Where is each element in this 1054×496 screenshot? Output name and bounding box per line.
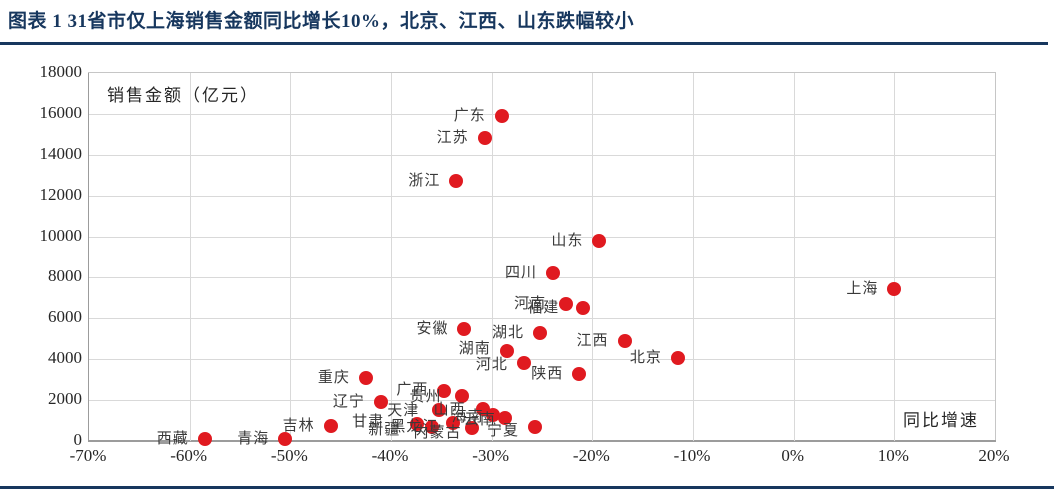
scatter-point-内蒙古 (464, 420, 479, 435)
scatter-point-黑龙江 (446, 416, 461, 430)
y-tick-label: 2000 (48, 389, 82, 409)
gridline-horizontal (89, 154, 995, 156)
gridline-vertical (391, 73, 392, 441)
point-label-四川: 四川 (505, 265, 538, 282)
scatter-point-浙江 (449, 174, 464, 189)
scatter-point-云南 (497, 410, 512, 425)
point-label-福建: 福建 (527, 300, 560, 317)
gridline-horizontal (89, 113, 995, 115)
gridline-horizontal (89, 236, 995, 238)
point-label-云南: 云南 (463, 411, 496, 428)
y-tick-label: 18000 (39, 62, 83, 81)
x-tick-label: 20% (978, 446, 1010, 465)
x-axis-title: 同比增速 (903, 411, 979, 430)
scatter-point-湖北 (532, 325, 547, 340)
gridline-vertical (290, 73, 292, 441)
y-tick-label: 10000 (39, 225, 83, 245)
scatter-point-重庆 (358, 370, 373, 385)
gridline-horizontal (89, 195, 995, 197)
point-label-广东: 广东 (453, 107, 486, 124)
scatter-point-上海 (887, 281, 902, 296)
x-tick-label: -60% (170, 446, 208, 465)
gridline-vertical (189, 73, 191, 441)
footer-rule (0, 486, 1054, 489)
scatter-point-河北 (516, 356, 531, 371)
y-tick-label: 6000 (48, 307, 82, 327)
scatter-plot-area: 销售金额（亿元） 同比增速 西藏 青海 吉林 重庆 辽宁 甘肃 新疆 天津 广西 黑龙江 浙江 贵州安… (88, 72, 996, 447)
x-tick-label: -20% (572, 446, 610, 465)
x-tick-label: 0% (781, 446, 804, 465)
scatter-point-吉林 (323, 418, 338, 433)
point-label-山东: 山东 (551, 232, 584, 249)
title-underline (0, 42, 1048, 45)
scatter-point-西藏 (197, 432, 212, 447)
x-tick-label: -70% (69, 446, 107, 465)
scatter-point-广东 (494, 108, 509, 123)
scatter-point-宁夏 (527, 419, 542, 434)
gridline-horizontal (89, 359, 995, 361)
y-tick-label: 8000 (48, 266, 82, 286)
point-label-重庆: 重庆 (317, 369, 350, 386)
scatter-point-陕西 (572, 366, 587, 381)
scatter-point-海南 (485, 408, 500, 423)
point-label-上海: 上海 (846, 280, 879, 297)
gridline-vertical (592, 73, 594, 441)
point-label-陕西: 陕西 (531, 365, 564, 382)
point-label-甘肃: 甘肃 (352, 414, 385, 431)
x-tick-label: -10% (673, 446, 711, 465)
y-axis-line (88, 73, 89, 441)
y-tick-label: 12000 (39, 184, 83, 204)
scatter-point-四川 (546, 266, 561, 281)
x-tick-label: -50% (270, 446, 308, 465)
point-label-江苏: 江苏 (436, 130, 469, 147)
y-tick-label: 16000 (39, 102, 83, 122)
point-label-广西: 广西 (396, 381, 429, 398)
y-axis-title: 销售金额（亿元） (107, 86, 259, 105)
x-tick-label: -40% (371, 446, 409, 465)
scatter-point-安徽 (457, 321, 472, 336)
gridline-vertical (693, 73, 694, 441)
point-label-北京: 北京 (629, 350, 662, 367)
gridline-vertical (894, 73, 896, 441)
scatter-point-山东 (592, 233, 607, 248)
scatter-point-天津 (432, 402, 447, 417)
scatter-point-广西 (437, 383, 452, 398)
point-label-辽宁: 辽宁 (332, 394, 365, 411)
scatter-point-江苏 (477, 131, 492, 146)
scatter-point-湖南 (499, 344, 514, 359)
point-label-安徽: 安徽 (416, 320, 449, 337)
scatter-point-北京 (670, 351, 685, 366)
gridline-horizontal (89, 400, 995, 402)
scatter-point-甘肃 (410, 417, 425, 432)
y-tick-label: 0 (73, 430, 83, 449)
y-tick-label: 14000 (39, 143, 83, 163)
point-label-贵州: 贵州 (409, 389, 442, 406)
y-tick-label: 4000 (48, 348, 82, 368)
point-label-河南: 河南 (514, 296, 547, 313)
scatter-point-河南 (559, 297, 574, 312)
gridline-vertical (491, 73, 493, 441)
x-tick-label: -30% (472, 446, 510, 465)
scatter-point-新疆 (425, 419, 440, 434)
scatter-point-江西 (617, 333, 632, 348)
x-tick-label: 10% (877, 446, 909, 465)
point-label-江西: 江西 (576, 332, 609, 349)
gridline-vertical (793, 73, 795, 441)
scatter-point-福建 (576, 301, 591, 316)
point-label-湖南: 湖南 (458, 341, 491, 358)
x-axis-line (88, 440, 996, 442)
scatter-point-青海 (278, 431, 293, 446)
scatter-point-辽宁 (373, 395, 388, 410)
gridline-horizontal (89, 318, 995, 320)
chart-title: 图表 1 31省市仅上海销售金额同比增长10%，北京、江西、山东跌幅较小 (8, 11, 635, 32)
scatter-point-贵州 (455, 389, 470, 404)
gridline-horizontal (89, 277, 995, 279)
point-label-浙江: 浙江 (408, 173, 441, 190)
